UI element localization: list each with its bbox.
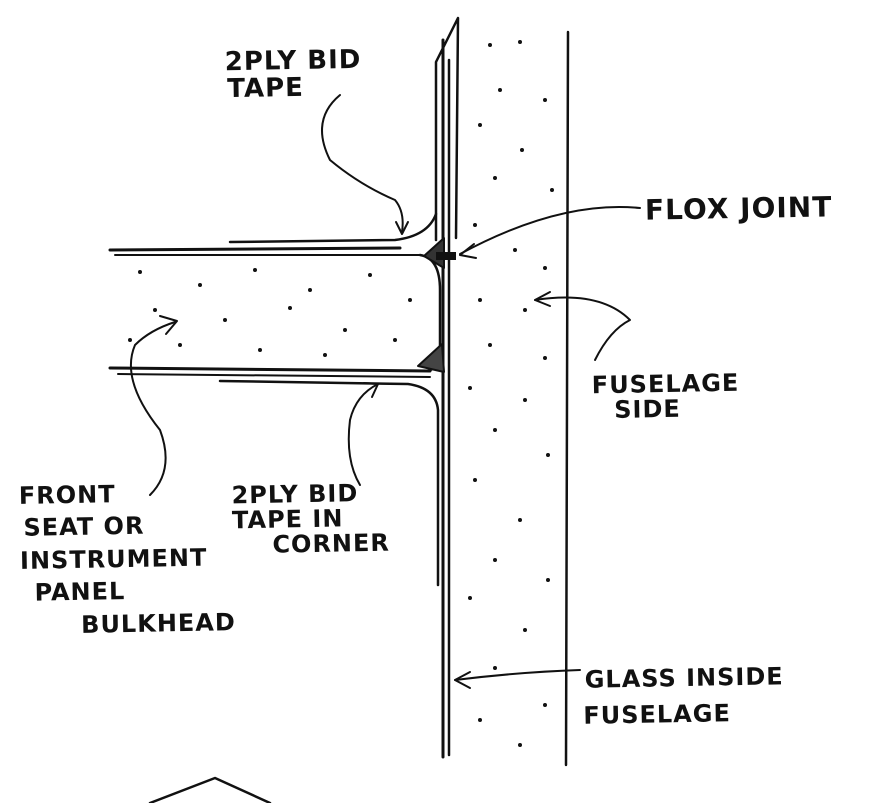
top-tape-arrow	[395, 221, 409, 235]
flox-joint-leader	[459, 205, 641, 255]
foam-stipple	[128, 40, 554, 747]
bulkhead-label-line3: INSTRUMENT	[19, 543, 208, 575]
top-tape-label-line2: TAPE	[226, 73, 305, 105]
top-tape-leader	[321, 94, 404, 233]
upper-tape	[228, 212, 438, 244]
corner-tape-leader	[347, 383, 379, 486]
vertical-tape-top	[434, 16, 460, 242]
corner-tape-label-line3: CORNER	[272, 528, 391, 560]
glass-inside-arrow	[454, 671, 471, 689]
bulkhead-label-line2: SEAT OR	[23, 512, 145, 543]
partial-shape-bottom	[148, 776, 272, 803]
bulkhead-label-line5: BULKHEAD	[80, 607, 237, 639]
bulkhead-label-line4: PANEL	[34, 577, 126, 607]
corner-tape	[218, 379, 440, 587]
bulkhead-arrow	[159, 315, 178, 335]
fuselage-side-label: FUSELAGE SIDE	[592, 369, 740, 425]
bulkhead-lower-skin-inner	[117, 373, 431, 378]
top-tape-label-line1: 2PLY BID	[224, 44, 362, 78]
glass-inside-label: GLASS INSIDE FUSELAGE	[583, 658, 784, 733]
flox-joint-arrow	[459, 243, 477, 259]
corner-tape-arrow	[363, 382, 379, 398]
glass-inside-label-line1: GLASS INSIDE	[584, 662, 784, 694]
bulkhead-leader	[129, 321, 176, 496]
fuselage-side-label-line2: SIDE	[613, 394, 681, 425]
top-tape-label: 2PLY BID TAPE	[224, 44, 363, 105]
flox-fillet-lower	[417, 343, 445, 373]
bulkhead-lower-skin-outer	[108, 366, 432, 373]
fuselage-outer-skin	[564, 30, 570, 767]
flox-joint-mark	[436, 252, 456, 260]
fuselage-side-leader	[534, 296, 631, 361]
flox-joint-label-line: FLOX JOINT	[644, 190, 833, 227]
glass-inside-label-line2: FUSELAGE	[583, 699, 732, 730]
bulkhead-upper-skin-outer	[108, 246, 402, 252]
bulkhead-label-line1: FRONT	[18, 480, 116, 510]
glass-inside-leader	[454, 669, 581, 681]
bulkhead-label: FRONT SEAT OR INSTRUMENT PANEL BULKHEAD	[19, 476, 236, 642]
fuselage-side-arrow	[534, 291, 551, 307]
flox-joint-label: FLOX JOINT	[644, 190, 833, 227]
corner-tape-label: 2PLY BID TAPE IN CORNER	[231, 479, 391, 560]
